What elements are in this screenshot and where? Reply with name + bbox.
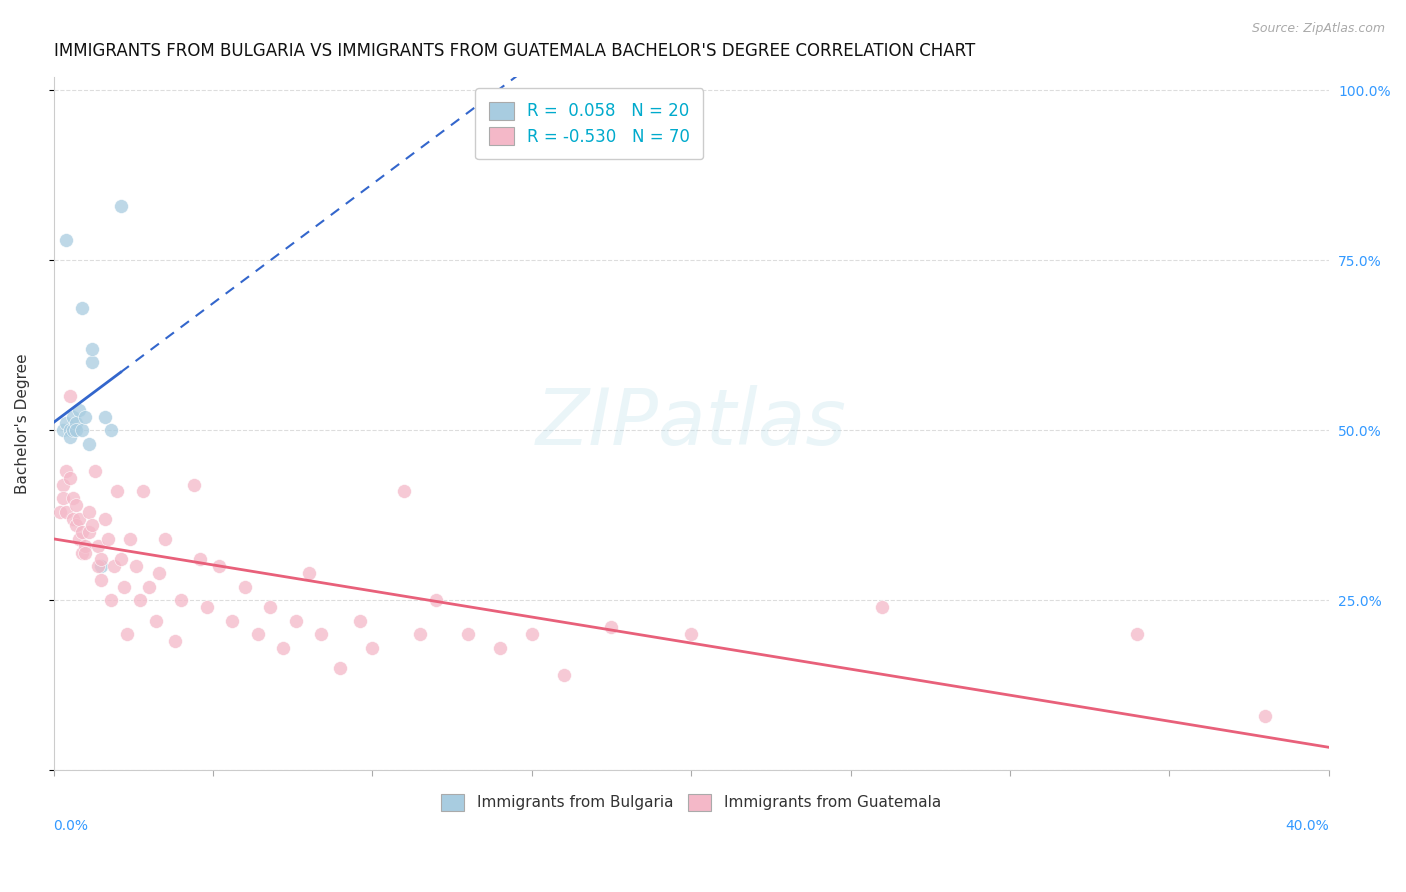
- Point: [361, 640, 384, 655]
- Point: [872, 600, 894, 615]
- Point: [65, 417, 87, 431]
- Text: 0.0%: 0.0%: [53, 819, 89, 833]
- Point: [120, 532, 142, 546]
- Point: [84, 464, 107, 478]
- Point: [271, 640, 294, 655]
- Point: [138, 580, 160, 594]
- Point: [110, 552, 132, 566]
- Text: 40.0%: 40.0%: [1285, 819, 1329, 833]
- Point: [489, 640, 512, 655]
- Point: [132, 484, 155, 499]
- Point: [520, 627, 543, 641]
- Point: [52, 477, 75, 491]
- Y-axis label: Bachelor's Degree: Bachelor's Degree: [15, 353, 30, 494]
- Point: [233, 580, 256, 594]
- Point: [67, 532, 90, 546]
- Point: [87, 559, 110, 574]
- Point: [183, 477, 205, 491]
- Legend: Immigrants from Bulgaria, Immigrants from Guatemala: Immigrants from Bulgaria, Immigrants fro…: [434, 786, 949, 818]
- Point: [80, 342, 103, 356]
- Point: [67, 402, 90, 417]
- Point: [110, 199, 132, 213]
- Point: [284, 614, 307, 628]
- Point: [409, 627, 432, 641]
- Point: [128, 593, 150, 607]
- Point: [67, 511, 90, 525]
- Point: [600, 620, 623, 634]
- Point: [93, 511, 115, 525]
- Point: [75, 546, 97, 560]
- Point: [65, 518, 87, 533]
- Point: [58, 430, 80, 444]
- Point: [72, 301, 94, 315]
- Point: [553, 668, 575, 682]
- Point: [77, 505, 100, 519]
- Point: [55, 417, 77, 431]
- Point: [49, 505, 72, 519]
- Point: [329, 661, 352, 675]
- Point: [115, 627, 138, 641]
- Point: [62, 409, 84, 424]
- Point: [153, 532, 176, 546]
- Point: [221, 614, 243, 628]
- Point: [55, 464, 77, 478]
- Point: [311, 627, 333, 641]
- Point: [55, 505, 77, 519]
- Point: [58, 389, 80, 403]
- Point: [208, 559, 231, 574]
- Point: [65, 498, 87, 512]
- Point: [349, 614, 371, 628]
- Point: [75, 539, 97, 553]
- Point: [394, 484, 416, 499]
- Point: [72, 546, 94, 560]
- Point: [148, 566, 170, 580]
- Point: [90, 573, 112, 587]
- Point: [77, 525, 100, 540]
- Point: [80, 518, 103, 533]
- Point: [80, 355, 103, 369]
- Point: [425, 593, 447, 607]
- Point: [195, 600, 218, 615]
- Point: [298, 566, 321, 580]
- Text: ZIPatlas: ZIPatlas: [536, 385, 846, 461]
- Point: [103, 559, 125, 574]
- Point: [55, 233, 77, 247]
- Point: [163, 634, 186, 648]
- Point: [87, 539, 110, 553]
- Point: [72, 525, 94, 540]
- Point: [1254, 709, 1277, 723]
- Point: [58, 471, 80, 485]
- Text: IMMIGRANTS FROM BULGARIA VS IMMIGRANTS FROM GUATEMALA BACHELOR'S DEGREE CORRELAT: IMMIGRANTS FROM BULGARIA VS IMMIGRANTS F…: [53, 42, 974, 60]
- Point: [90, 559, 112, 574]
- Point: [72, 423, 94, 437]
- Point: [100, 593, 122, 607]
- Point: [62, 511, 84, 525]
- Point: [457, 627, 479, 641]
- Point: [681, 627, 703, 641]
- Point: [93, 409, 115, 424]
- Point: [112, 580, 135, 594]
- Point: [75, 409, 97, 424]
- Point: [170, 593, 193, 607]
- Point: [246, 627, 269, 641]
- Point: [145, 614, 167, 628]
- Point: [62, 491, 84, 506]
- Point: [52, 491, 75, 506]
- Point: [97, 532, 120, 546]
- Point: [100, 423, 122, 437]
- Point: [125, 559, 148, 574]
- Point: [105, 484, 128, 499]
- Point: [90, 552, 112, 566]
- Point: [188, 552, 211, 566]
- Point: [58, 423, 80, 437]
- Point: [77, 437, 100, 451]
- Point: [1126, 627, 1149, 641]
- Point: [259, 600, 281, 615]
- Point: [52, 423, 75, 437]
- Point: [62, 423, 84, 437]
- Text: Source: ZipAtlas.com: Source: ZipAtlas.com: [1251, 22, 1385, 36]
- Point: [65, 423, 87, 437]
